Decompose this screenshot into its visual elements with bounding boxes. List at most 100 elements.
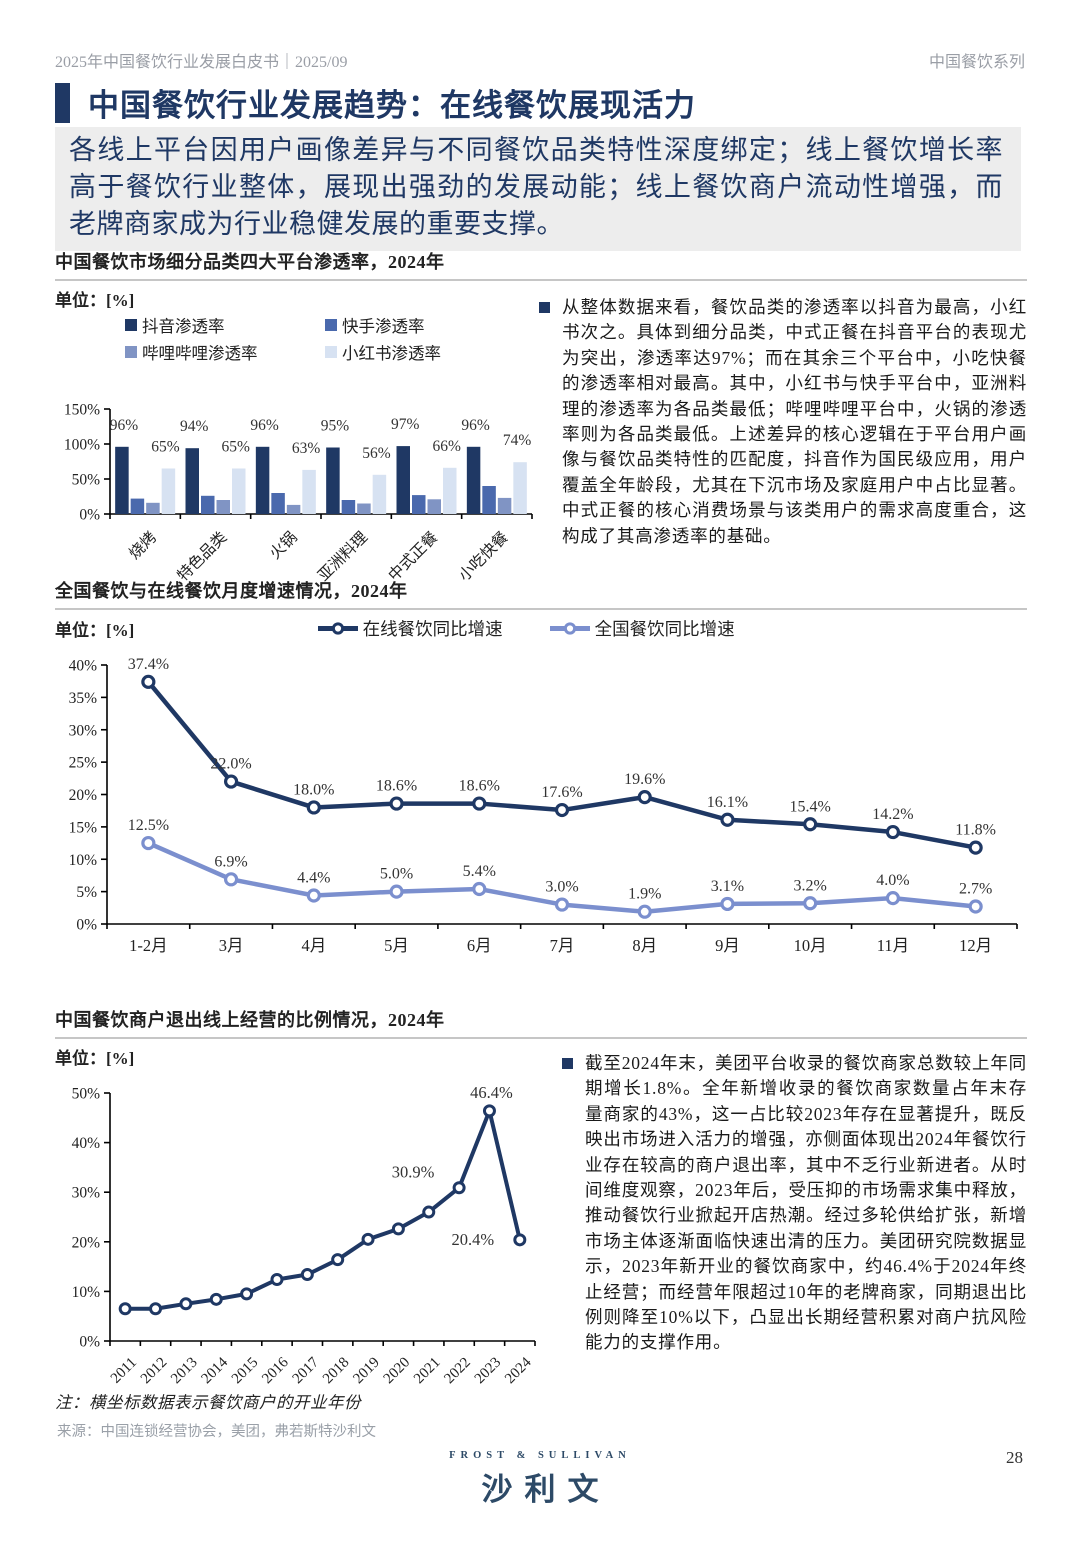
svg-text:4.0%: 4.0% bbox=[876, 872, 909, 889]
bullet1-column: 从整体数据来看，餐饮品类的渗透率以抖音为最高，小红书次之。具体到细分品类，中式正… bbox=[537, 281, 1027, 590]
bar-series-0: 96% 94% 96% 95% 97% 96% bbox=[110, 416, 490, 514]
svg-text:18.0%: 18.0% bbox=[293, 781, 334, 798]
chart3-note: 注：横坐标数据表示餐饮商户的开业年份 bbox=[55, 1393, 361, 1412]
section-exit: 中国餐饮商户退出线上经营的比例情况，2024年 单位：[%] 0% 10% 20% 3… bbox=[55, 1006, 1027, 1413]
data-point bbox=[179, 1297, 193, 1311]
svg-text:3.1%: 3.1% bbox=[711, 878, 744, 895]
svg-text:3月: 3月 bbox=[219, 936, 244, 955]
chart2-unit-label: 单位：[%] bbox=[55, 621, 135, 640]
bar bbox=[271, 493, 285, 514]
x-labels: 2011201220132014201520162017201820192020… bbox=[108, 1354, 535, 1387]
summary-banner: 各线上平台因用户画像差异与不同餐饮品类特性深度绑定；线上餐饮增长率高于餐饮行业整… bbox=[55, 127, 1021, 251]
svg-text:35%: 35% bbox=[69, 690, 98, 707]
svg-text:56%: 56% bbox=[362, 445, 391, 462]
svg-text:4.4%: 4.4% bbox=[297, 870, 330, 887]
svg-text:63%: 63% bbox=[292, 440, 321, 457]
bullet-square-icon bbox=[562, 1058, 573, 1069]
legend-item-kuaishou: 快手渗透率 bbox=[325, 313, 537, 337]
chart2-unit-row: 单位：[%] 在线餐饮同比增速 全国餐饮同比增速 bbox=[55, 616, 1027, 641]
bar bbox=[201, 495, 215, 514]
svg-text:96%: 96% bbox=[461, 417, 490, 434]
data-point bbox=[513, 1233, 527, 1247]
svg-text:30%: 30% bbox=[72, 1185, 101, 1202]
title-square-icon bbox=[55, 82, 70, 123]
legend-marker bbox=[317, 622, 358, 635]
bilibili-swatch-icon bbox=[125, 346, 137, 358]
data-point bbox=[554, 897, 570, 912]
svg-text:16.1%: 16.1% bbox=[707, 794, 748, 811]
data-point bbox=[720, 812, 735, 827]
svg-text:1.9%: 1.9% bbox=[628, 886, 661, 903]
title-row: 中国餐饮行业发展趋势：在线餐饮展现活力 bbox=[55, 80, 696, 125]
svg-text:2013: 2013 bbox=[168, 1355, 201, 1387]
svg-text:19.6%: 19.6% bbox=[624, 771, 665, 788]
bar bbox=[326, 447, 340, 514]
data-point bbox=[482, 1104, 496, 1118]
chart3-column: 单位：[%] 0% 10% 20% 30% 40% 50% 2011 2012 2013 2014… bbox=[55, 1039, 560, 1413]
bar bbox=[497, 497, 512, 514]
svg-text:2.7%: 2.7% bbox=[959, 881, 992, 898]
svg-text:95%: 95% bbox=[321, 418, 350, 435]
svg-text:15%: 15% bbox=[69, 819, 98, 836]
svg-text:2011: 2011 bbox=[108, 1355, 140, 1387]
data-point bbox=[223, 774, 239, 789]
svg-text:2019: 2019 bbox=[350, 1355, 383, 1387]
bullet1-text: 从整体数据来看，餐饮品类的渗透率以抖音为最高，小红书次之。具体到细分品类，中式正… bbox=[562, 297, 1027, 546]
data-point bbox=[331, 1253, 345, 1267]
svg-text:65%: 65% bbox=[151, 439, 180, 456]
svg-text:0%: 0% bbox=[79, 1334, 100, 1351]
bar bbox=[396, 446, 410, 514]
svg-text:2018: 2018 bbox=[320, 1355, 353, 1387]
data-point bbox=[300, 1268, 314, 1282]
header-right-text: 中国餐饮系列 bbox=[928, 54, 1025, 71]
bar bbox=[302, 469, 316, 514]
svg-text:9月: 9月 bbox=[715, 936, 740, 955]
svg-text:10%: 10% bbox=[69, 852, 98, 869]
svg-text:火锅: 火锅 bbox=[266, 528, 301, 563]
bullet2-column: 截至2024年末，美团平台收录的餐饮商家总数较上年同期增长1.8%。全年新增收录… bbox=[560, 1039, 1027, 1413]
logo-english-text: FROST & SULLIVAN bbox=[449, 1450, 631, 1461]
chart3-unit-label: 单位：[%] bbox=[55, 1049, 135, 1068]
legend-item-douyin: 抖音渗透率 bbox=[125, 313, 325, 337]
data-point bbox=[118, 1302, 132, 1316]
svg-text:20%: 20% bbox=[72, 1234, 101, 1251]
svg-text:2023: 2023 bbox=[472, 1355, 505, 1387]
bar-series-1 bbox=[130, 486, 496, 514]
svg-text:12月: 12月 bbox=[959, 936, 992, 955]
svg-text:6月: 6月 bbox=[467, 936, 492, 955]
svg-text:3.2%: 3.2% bbox=[794, 877, 827, 894]
svg-text:50%: 50% bbox=[72, 472, 101, 489]
axes: 0% 5% 10% 15% 20% 25% 30% 35% 40% bbox=[69, 658, 1018, 934]
bar bbox=[232, 468, 246, 514]
svg-text:2017: 2017 bbox=[290, 1354, 323, 1387]
page-number: 28 bbox=[1006, 1448, 1023, 1467]
svg-text:8月: 8月 bbox=[632, 936, 657, 955]
data-point bbox=[803, 817, 818, 832]
data-point bbox=[968, 840, 983, 855]
svg-text:17.6%: 17.6% bbox=[541, 784, 582, 801]
bar bbox=[357, 503, 371, 514]
data-point bbox=[306, 888, 321, 903]
svg-text:30.9%: 30.9% bbox=[392, 1163, 435, 1182]
online-line-marker-icon bbox=[317, 621, 359, 636]
data-point bbox=[720, 896, 735, 912]
svg-text:10%: 10% bbox=[72, 1284, 101, 1301]
data-point bbox=[141, 835, 156, 851]
svg-text:1-2月: 1-2月 bbox=[129, 936, 168, 955]
axes: 0% 10% 20% 30% 40% 50% bbox=[72, 1086, 536, 1351]
data-point bbox=[422, 1205, 436, 1219]
bar bbox=[443, 467, 457, 514]
svg-text:25%: 25% bbox=[69, 755, 98, 772]
legend-marker bbox=[549, 622, 590, 635]
svg-text:37.4%: 37.4% bbox=[128, 656, 169, 673]
svg-text:97%: 97% bbox=[391, 416, 420, 433]
data-point bbox=[885, 891, 901, 906]
svg-text:22.0%: 22.0% bbox=[210, 756, 251, 773]
svg-text:2015: 2015 bbox=[229, 1355, 262, 1387]
bullet2-text: 截至2024年末，美团平台收录的餐饮商家总数较上年同期增长1.8%。全年新增收录… bbox=[585, 1053, 1027, 1353]
svg-text:11.8%: 11.8% bbox=[955, 822, 996, 839]
svg-text:94%: 94% bbox=[180, 418, 209, 435]
data-point bbox=[240, 1287, 254, 1301]
chart1-legend: 抖音渗透率 快手渗透率 哔哩哔哩渗透率 小红书渗透率 bbox=[125, 313, 537, 364]
chart2-title: 全国餐饮与在线餐饮月度增速情况，2024年 bbox=[55, 581, 408, 601]
